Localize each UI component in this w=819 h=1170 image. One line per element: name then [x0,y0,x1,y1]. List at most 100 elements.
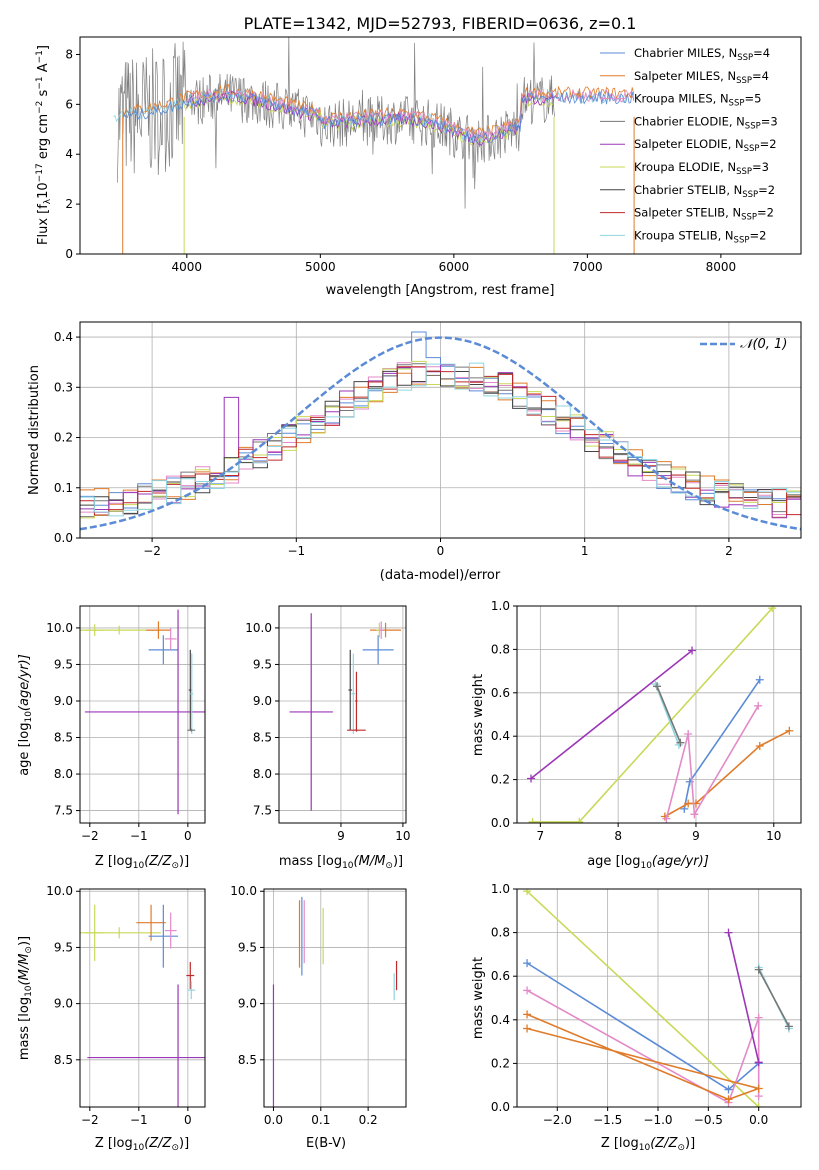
x-tick-label: 6000 [439,260,470,274]
y-tick-label: 0.6 [491,969,510,983]
mass-vs-ebv-plot-area: 0.0 0.1 0.2 8.5 9.0 9.5 10.0 [230,884,407,1127]
plot-content [80,904,205,1107]
weight-point-marker [754,965,763,974]
x-tick-label: −2 [143,544,161,558]
residuals-xlabel: (data-model)/error [380,568,501,583]
weight-point-marker [755,741,764,750]
plot-content [80,609,205,815]
weight-series-line [526,989,760,1104]
residual-histogram [80,362,801,538]
error-bar-point [148,635,179,665]
y-tick-label: 1.0 [491,882,510,896]
y-tick-label: 0.0 [54,531,73,545]
x-tick-label: 8 [614,829,622,843]
spectrum-title: PLATE=1342, MJD=52793, FIBERID=0636, z=0… [244,14,637,33]
weight-vs-age-panel: 7 8 9 10 0.0 0.2 0.4 0.6 0.8 1.0 age [log10(age/y… [471,599,802,871]
y-tick-label: 9.0 [253,694,272,708]
error-bar-point [351,653,356,734]
residuals-plot-area: −2 −1 0 1 2 0.0 0.1 0.2 0.3 0.4 [54,321,802,558]
plot-content [272,896,398,1107]
weight-point-marker [684,730,693,739]
weight-point-marker [690,810,699,819]
mass-vs-metallicity-plot-area: −2 −1 0 8.5 9.0 9.5 10.0 [46,884,206,1127]
age-vs-mass-plot-area: 9 10 7.5 8.0 8.5 9.0 9.5 10.0 [245,605,411,843]
y-tick-label: 0.8 [491,642,510,656]
mass-vs-metallicity-panel: −2 −1 0 8.5 9.0 9.5 10.0 Z [log10(Z/Z⊙)] mass … [17,884,206,1153]
x-tick-label: −1.0 [643,1113,672,1127]
weight-point-marker [523,959,532,968]
age-vs-metallicity-plot-area: −2 −1 0 7.5 8.0 8.5 9.0 9.5 10.0 [46,605,206,843]
legend-tail: =2 [758,183,775,197]
weight-z-ylabel: mass weight [471,957,486,1039]
x-tick-label: −2.0 [543,1113,572,1127]
x-tick-label: 9 [337,829,345,843]
legend-name: Salpeter MILES, N [634,69,736,83]
error-bar-point [164,627,177,650]
weight-series-line [654,683,680,746]
legend-label: Salpeter STELIB, NSSP=2 [634,206,774,223]
weight-point-marker [754,1058,763,1067]
weight-point-marker [528,817,537,823]
legend-label: Kroupa MILES, NSSP=5 [634,92,761,109]
x-tick-label: 4000 [172,260,203,274]
model-spectrum-line [113,88,627,144]
legend-sub: SSP [744,144,760,154]
legend-tail: =2 [757,206,774,220]
weight-point-marker [784,1022,793,1031]
legend-name: Salpeter STELIB, N [634,206,741,220]
weight-point-marker [523,1024,532,1033]
legend-sub: SSP [736,167,752,177]
weight-point-marker [754,1092,763,1101]
error-bar-point [289,613,333,811]
y-tick-label: 0.0 [491,816,510,830]
y-tick-label: 0.2 [491,773,510,787]
y-tick-label: 0.0 [491,1100,510,1114]
legend-label: Kroupa STELIB, NSSP=2 [634,228,766,245]
weight-series-line [727,932,760,1063]
legend-sub: SSP [742,190,758,200]
mass-ebv-xlabel: E(B-V) [306,1136,346,1151]
y-tick-label: 10.0 [245,621,272,635]
legend-sub: SSP [734,235,750,245]
x-tick-label: 5000 [305,260,336,274]
weight-point-marker [653,682,662,691]
y-tick-label: 0.8 [491,926,510,940]
y-tick-label: 0 [65,247,73,261]
weight-vs-age-plot-area: 7 8 9 10 0.0 0.2 0.4 0.6 0.8 1.0 [491,599,802,843]
legend-label: Kroupa ELODIE, NSSP=3 [634,160,769,177]
legend-sub: SSP [741,213,757,223]
x-tick-label: −0.5 [694,1113,723,1127]
legend-name: Salpeter ELODIE, N [634,137,744,151]
y-tick-label: 0.2 [491,1056,510,1070]
error-bar-point [146,621,171,639]
legend-sub: SSP [737,53,753,63]
x-tick-label: 2 [725,544,733,558]
legend-name: Chabrier STELIB, N [634,183,742,197]
x-tick-label: −1 [130,1113,148,1127]
weight-age-ylabel: mass weight [471,674,486,756]
plot-content [527,606,794,823]
y-tick-label: 7.5 [253,804,272,818]
y-tick-label: 8 [65,47,73,61]
legend-name: Chabrier ELODIE, N [634,114,745,128]
legend-label: Salpeter ELODIE, NSSP=2 [634,137,777,154]
legend-tail: =2 [749,228,766,242]
weight-point-marker [676,738,685,747]
x-tick-label: 0 [184,829,192,843]
legend-name: Kroupa MILES, N [634,92,729,106]
weight-point-marker [575,817,584,823]
spectrum-xlabel: wavelength [Angstrom, rest frame] [326,283,555,298]
axes-frame [516,888,802,1108]
legend-tail: =4 [752,69,769,83]
error-bar-point [187,728,196,732]
x-tick-label: −1.5 [593,1113,622,1127]
mass-z-ylabel: mass [log10(M/M⊙)] [17,936,34,1060]
error-bar-point [190,653,194,734]
x-tick-label: 9 [692,829,700,843]
weight-series-line [530,649,693,780]
weight-point-marker [523,986,532,995]
weight-point-marker [755,675,764,684]
y-tick-label: 8.5 [54,1053,73,1067]
error-bar-point [379,621,384,639]
